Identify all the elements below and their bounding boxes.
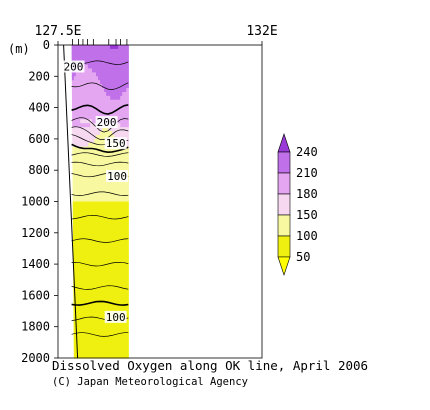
x-tick-label: 127.5E — [35, 24, 82, 39]
y-tick-label: 200 — [28, 69, 50, 83]
chart-credit: (C) Japan Meteorological Agency — [52, 376, 248, 388]
colorbar-label: 100 — [296, 229, 318, 243]
contour-line — [71, 214, 129, 220]
y-axis-unit: (m) — [8, 42, 30, 56]
colorbar-label: 50 — [296, 250, 310, 264]
bottom-topography — [63, 44, 79, 359]
y-tick-label: 600 — [28, 132, 50, 146]
y-tick-label: 1200 — [21, 226, 50, 240]
contour-line — [71, 285, 129, 290]
chart-title: Dissolved Oxygen along OK line, April 20… — [52, 358, 369, 373]
x-tick-label: 132E — [246, 24, 277, 39]
contour-label-bg — [62, 60, 85, 73]
y-tick-label: 1600 — [21, 288, 50, 302]
y-tick-label: 800 — [28, 163, 50, 177]
contour-line — [71, 261, 129, 267]
contour-line — [71, 161, 129, 167]
contour-line — [71, 117, 129, 133]
y-tick-label: 1800 — [21, 320, 50, 334]
colorbar-label: 150 — [296, 208, 318, 222]
contour-label-bg — [104, 137, 127, 150]
contour-line — [71, 300, 129, 306]
colorbar-label: 180 — [296, 187, 318, 201]
contour-line — [71, 152, 129, 157]
y-tick-label: 1400 — [21, 257, 50, 271]
contour-line — [71, 238, 129, 243]
y-tick-label: 2000 — [21, 351, 50, 365]
colorbar-band — [277, 193, 291, 216]
y-tick-label: 0 — [43, 38, 50, 52]
colorbar-band — [277, 214, 291, 237]
contour-label-bg — [95, 116, 118, 129]
colorbar-label: 240 — [296, 145, 318, 159]
contour-label: 150 — [106, 137, 126, 150]
contour-line — [71, 126, 129, 140]
contour-label-bg — [104, 310, 127, 323]
contour-label: 200 — [97, 116, 117, 129]
contour-line — [71, 143, 129, 154]
y-tick-label: 1000 — [21, 195, 50, 209]
colorbar-over-arrow — [277, 133, 291, 153]
colorbar-band — [277, 151, 291, 174]
colorbar-band — [277, 172, 291, 195]
contour-label: 100 — [107, 170, 127, 183]
contour-label: 100 — [106, 311, 126, 324]
contour-label: 200 — [64, 60, 84, 73]
colorbar-under-arrow — [277, 256, 291, 276]
y-tick-label: 400 — [28, 101, 50, 115]
contour-line — [71, 191, 129, 196]
contour-line — [71, 332, 129, 337]
contour-line — [71, 104, 129, 115]
colorbar-label: 210 — [296, 166, 318, 180]
colorbar-band — [277, 235, 291, 258]
contour-line — [71, 82, 129, 90]
contour-label-bg — [106, 170, 129, 183]
